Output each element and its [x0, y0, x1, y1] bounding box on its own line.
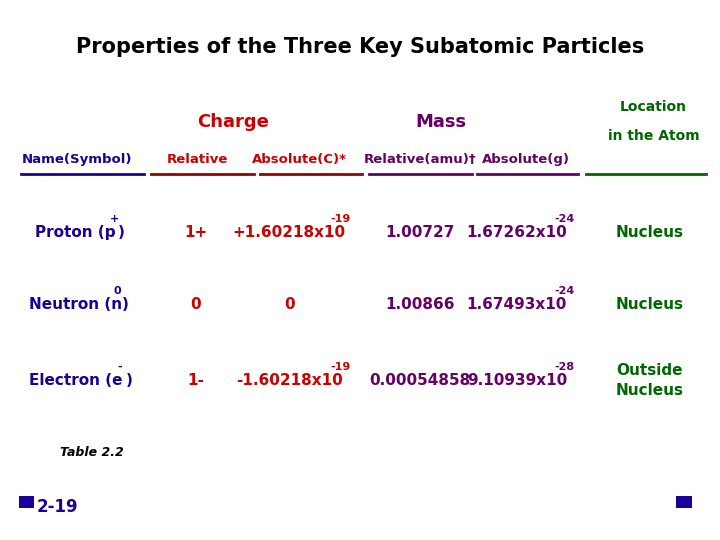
- Text: 0.00054858: 0.00054858: [369, 373, 471, 388]
- Text: ): ): [118, 225, 125, 240]
- Text: Charge: Charge: [197, 113, 269, 131]
- Text: -24: -24: [554, 214, 575, 224]
- Text: Location: Location: [620, 100, 687, 114]
- Text: Electron (e: Electron (e: [29, 373, 122, 388]
- Text: Relative: Relative: [167, 153, 228, 166]
- Text: -19: -19: [330, 214, 351, 224]
- Text: 1.67262x10: 1.67262x10: [467, 225, 567, 240]
- FancyBboxPatch shape: [676, 496, 692, 508]
- Text: Table 2.2: Table 2.2: [60, 446, 123, 459]
- Text: Relative(amu)†: Relative(amu)†: [364, 153, 477, 166]
- Text: Outside
Nucleus: Outside Nucleus: [616, 363, 684, 397]
- Text: ): ): [122, 298, 129, 313]
- Text: 0: 0: [284, 298, 294, 313]
- Text: 9.10939x10: 9.10939x10: [467, 373, 567, 388]
- Text: Mass: Mass: [415, 113, 467, 131]
- Text: Nucleus: Nucleus: [616, 225, 684, 240]
- Text: -19: -19: [330, 362, 351, 372]
- Text: +1.60218x10: +1.60218x10: [233, 225, 346, 240]
- Text: 1.00727: 1.00727: [385, 225, 455, 240]
- Text: Name(Symbol): Name(Symbol): [22, 153, 132, 166]
- Text: 0: 0: [113, 287, 121, 296]
- Text: -: -: [117, 362, 122, 372]
- Text: ): ): [125, 373, 132, 388]
- Text: -24: -24: [554, 287, 575, 296]
- Text: Properties of the Three Key Subatomic Particles: Properties of the Three Key Subatomic Pa…: [76, 37, 644, 57]
- Text: 0: 0: [191, 298, 202, 313]
- Text: Proton (p: Proton (p: [35, 225, 116, 240]
- Text: 1.00866: 1.00866: [385, 298, 455, 313]
- Text: -1.60218x10: -1.60218x10: [236, 373, 343, 388]
- FancyBboxPatch shape: [19, 496, 34, 508]
- Text: Absolute(C)*: Absolute(C)*: [253, 153, 348, 166]
- Text: 1.67493x10: 1.67493x10: [467, 298, 567, 313]
- Text: Nucleus: Nucleus: [616, 298, 684, 313]
- Text: +: +: [109, 214, 119, 224]
- Text: 1+: 1+: [184, 225, 207, 240]
- Text: in the Atom: in the Atom: [608, 129, 699, 143]
- Text: Absolute(g): Absolute(g): [482, 153, 570, 166]
- Text: -28: -28: [554, 362, 575, 372]
- Text: 2-19: 2-19: [36, 498, 78, 516]
- Text: Neutron (n: Neutron (n: [30, 298, 122, 313]
- Text: 1-: 1-: [187, 373, 204, 388]
